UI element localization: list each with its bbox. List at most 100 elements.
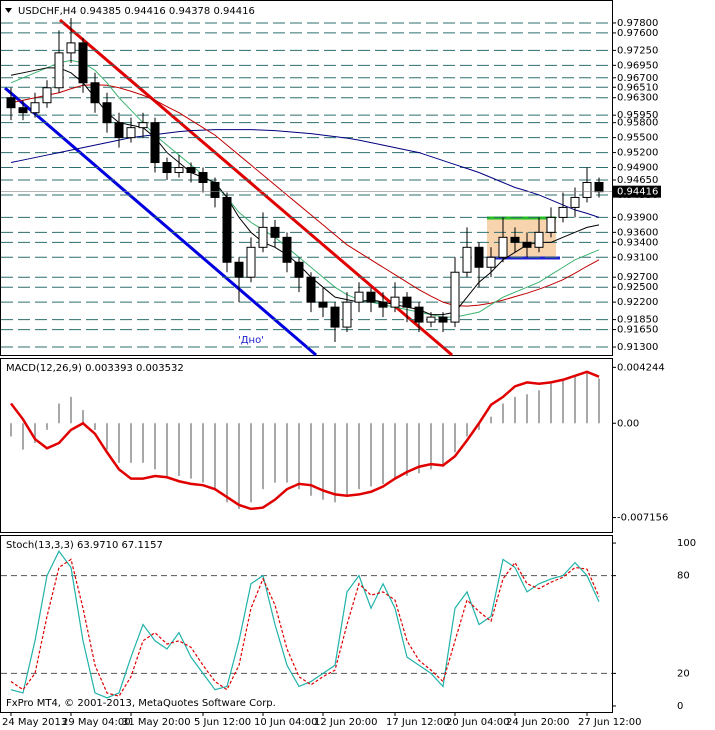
candle-body — [462, 246, 472, 273]
trend-line-red — [59, 18, 453, 357]
candle-body — [486, 256, 496, 268]
candle-body — [534, 231, 544, 248]
candle-body — [594, 181, 604, 193]
y-tick-label: 0.97600 — [617, 28, 658, 39]
y-tick-label: 0.97800 — [617, 18, 658, 29]
y-tick-label: 0.96700 — [617, 73, 658, 84]
candle-body — [102, 102, 112, 124]
y-tick-label: 0.004244 — [617, 362, 665, 373]
x-tick-label: 31 May 20:00 — [122, 717, 191, 728]
candle-body — [330, 306, 340, 328]
y-tick-label: 0.95200 — [617, 148, 658, 159]
candle-body — [378, 301, 388, 308]
y-tick-label: -0.007156 — [617, 513, 668, 524]
candle-body — [174, 167, 184, 174]
candle-body — [474, 246, 484, 268]
candle-body — [18, 107, 28, 114]
candle-body — [198, 172, 208, 183]
candle-body — [90, 82, 100, 104]
y-tick-label: 0.96300 — [617, 93, 658, 104]
stoch-line — [10, 550, 600, 699]
signal-line — [10, 370, 600, 511]
candle-body — [570, 196, 580, 208]
candle-body — [366, 291, 376, 303]
y-tick-label: 0.93900 — [617, 212, 658, 223]
y-tick-label: 0.96510 — [617, 82, 658, 93]
trend-line-blue — [4, 86, 317, 357]
candle-body — [498, 236, 508, 258]
candle-body — [186, 167, 196, 174]
y-tick-label: 0.94650 — [617, 175, 658, 186]
annotation: 'Дно' — [238, 335, 264, 346]
candle-body — [558, 206, 568, 218]
x-tick-label: 5 Jun 12:00 — [194, 717, 251, 728]
x-tick-label: 27 Jun 12:00 — [578, 717, 642, 728]
candle-body — [246, 246, 256, 278]
candle-body — [126, 127, 136, 139]
y-tick-label: 0.00 — [617, 418, 639, 429]
candle-body — [6, 97, 16, 109]
x-tick-label: 10 Jun 04:00 — [254, 717, 318, 728]
y-tick-label: 0.97250 — [617, 45, 658, 56]
candle-body — [306, 276, 316, 303]
y-tick-label: 0.95800 — [617, 118, 658, 129]
candle-body — [342, 301, 352, 328]
candle-body — [426, 316, 436, 323]
candle-body — [42, 87, 52, 104]
y-tick-label: 0.92700 — [617, 272, 658, 283]
price-box — [613, 185, 661, 198]
x-tick-label: 24 May 2013 — [2, 717, 67, 728]
y-tick-label: 0 — [677, 701, 683, 712]
candle-body — [66, 42, 76, 54]
x-tick-label: 17 Jun 12:00 — [386, 717, 450, 728]
y-tick-label: 0.95950 — [617, 110, 658, 121]
candle-body — [222, 196, 232, 263]
stoch-title: Stoch(13,3,3) 63.9710 67.1157 — [6, 540, 163, 551]
moving-average — [10, 59, 600, 318]
stoch-line — [10, 558, 600, 697]
candle-body — [582, 181, 592, 198]
candle-body — [546, 216, 556, 233]
candle-body — [114, 122, 124, 139]
y-tick-label: 0.95500 — [617, 133, 658, 144]
candle-body — [390, 296, 400, 308]
candle-body — [234, 261, 244, 278]
candle-body — [210, 181, 220, 198]
candle-body — [510, 236, 520, 243]
candle-body — [138, 122, 148, 129]
y-tick-label: 0.92500 — [617, 282, 658, 293]
y-tick-label: 0.93400 — [617, 237, 658, 248]
y-tick-label: 100 — [677, 538, 696, 549]
y-tick-label: 0.91850 — [617, 315, 658, 326]
candle-body — [150, 122, 160, 164]
y-tick-label: 0.91650 — [617, 325, 658, 336]
x-tick-label: 20 Jun 04:00 — [446, 717, 510, 728]
candle-body — [414, 306, 424, 323]
candle-body — [270, 226, 280, 238]
y-tick-label: 0.94900 — [617, 163, 658, 174]
y-tick-label: 20 — [677, 668, 690, 679]
y-tick-label: 0.92200 — [617, 297, 658, 308]
macd-title: MACD(12,26,9) 0.003393 0.003532 — [6, 363, 184, 374]
candle-body — [402, 296, 412, 308]
candle-body — [318, 301, 328, 308]
range-box — [487, 218, 556, 258]
main-title: USDCHF,H4 0.94385 0.94416 0.94378 0.9441… — [18, 6, 255, 17]
moving-average — [10, 129, 600, 218]
x-tick-label: 24 Jun 20:00 — [506, 717, 570, 728]
candle-body — [450, 271, 460, 323]
candle-body — [354, 291, 364, 303]
x-tick-label: 29 May 04:00 — [62, 717, 131, 728]
x-tick-label: 12 Jun 20:00 — [314, 717, 378, 728]
y-tick-label: 0.96950 — [617, 60, 658, 71]
candle-body — [30, 102, 40, 114]
y-tick-label: 0.93600 — [617, 227, 658, 238]
candle-body — [438, 316, 448, 323]
candle-body — [282, 236, 292, 263]
candle-body — [522, 241, 532, 248]
candle-body — [78, 42, 88, 84]
candle-body — [258, 226, 268, 248]
y-tick-label: 0.93100 — [617, 252, 658, 263]
